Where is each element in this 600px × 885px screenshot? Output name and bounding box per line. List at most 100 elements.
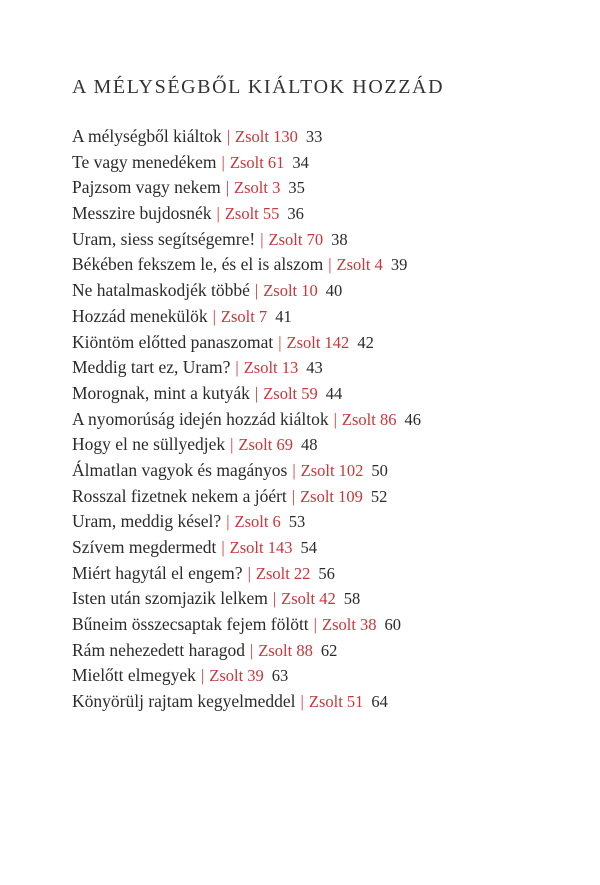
toc-entry[interactable]: Mielőtt elmegyek | Zsolt 39 63: [72, 663, 421, 687]
entry-title: Morognak, mint a kutyák: [72, 382, 250, 403]
separator: |: [230, 435, 234, 455]
toc-entry[interactable]: Hogy el ne süllyedjek | Zsolt 69 48: [72, 432, 421, 456]
page-number: 46: [404, 409, 421, 429]
entry-title: Te vagy menedékem: [72, 151, 217, 172]
table-of-contents: A mélységből kiáltok | Zsolt 130 33 Te vagy …: [72, 124, 421, 715]
toc-entry[interactable]: Békében fekszem le, és el is alszom | Zsol…: [72, 252, 421, 276]
psalm-reference: Zsolt 55: [224, 204, 280, 224]
toc-entry[interactable]: Könyörülj rajtam kegyelmeddel | Zsolt 51 64: [72, 689, 421, 713]
psalm-reference: Zsolt 130: [235, 127, 298, 146]
psalm-reference: Zsolt 13: [243, 358, 299, 378]
toc-entry[interactable]: Rosszal fizetnek nekem a jóért | Zsolt 109…: [72, 484, 421, 508]
psalm-reference: Zsolt 7: [220, 306, 268, 326]
entry-title: Isten után szomjazik lelkem: [72, 588, 268, 609]
psalm-reference: Zsolt 51: [308, 692, 364, 712]
separator: |: [278, 332, 282, 352]
psalm-reference: Zsolt 86: [341, 409, 397, 429]
toc-entry[interactable]: Ne hatalmaskodjék többé | Zsolt 10 40: [72, 278, 421, 302]
entry-title: Könyörülj rajtam kegyelmeddel: [72, 691, 296, 712]
page-number: 50: [371, 460, 388, 480]
toc-entry[interactable]: Kiöntöm előtted panaszomat | Zsolt 142 42: [72, 330, 421, 354]
entry-title: Messzire bujdosnék: [72, 203, 212, 224]
separator: |: [254, 281, 259, 301]
page-number: 58: [343, 589, 361, 609]
page-number: 48: [300, 435, 318, 455]
separator: |: [235, 358, 239, 378]
toc-entry[interactable]: Miért hagytál el engem? | Zsolt 22 56: [72, 561, 421, 585]
psalm-reference: Zsolt 22: [255, 563, 311, 583]
separator: |: [260, 229, 264, 249]
page-number: 64: [371, 692, 388, 712]
psalm-reference: Zsolt 88: [258, 640, 313, 660]
toc-entry[interactable]: Te vagy menedékem | Zsolt 61 34: [72, 150, 421, 174]
entry-title: Szívem megdermedt: [72, 537, 217, 557]
entry-title: Bűneim összecsaptak fejem fölött: [72, 614, 309, 635]
page-number: 54: [300, 538, 317, 557]
separator: |: [226, 127, 231, 146]
page-number: 41: [275, 306, 292, 326]
separator: |: [292, 460, 296, 480]
separator: |: [272, 589, 277, 609]
toc-entry[interactable]: Meddig tart ez, Uram? | Zsolt 13 43: [72, 355, 421, 379]
page-number: 44: [325, 383, 343, 403]
entry-title: Mielőtt elmegyek: [72, 665, 196, 686]
section-title: A MÉLYSÉGBŐL KIÁLTOK HOZZÁD: [72, 76, 445, 98]
psalm-reference: Zsolt 142: [286, 332, 350, 352]
entry-title: Meddig tart ez, Uram?: [72, 357, 231, 378]
separator: |: [216, 204, 220, 224]
entry-title: Ne hatalmaskodjék többé: [72, 280, 250, 301]
separator: |: [249, 640, 254, 660]
toc-entry[interactable]: Szívem megdermedt | Zsolt 143 54: [72, 535, 421, 559]
page-number: 53: [288, 512, 306, 532]
page-number: 35: [288, 178, 305, 198]
toc-entry[interactable]: A mélységből kiáltok | Zsolt 130 33: [72, 124, 421, 148]
psalm-reference: Zsolt 10: [263, 281, 318, 301]
psalm-reference: Zsolt 69: [238, 435, 293, 455]
psalm-reference: Zsolt 61: [229, 152, 285, 172]
page-number: 38: [331, 229, 348, 249]
separator: |: [212, 306, 216, 326]
page-number: 34: [292, 152, 309, 172]
psalm-reference: Zsolt 3: [234, 178, 281, 198]
page-number: 60: [384, 615, 402, 635]
separator: |: [313, 615, 317, 635]
toc-entry[interactable]: A nyomorúság idején hozzád kiáltok | Zsolt…: [72, 407, 421, 431]
entry-title: Hozzád menekülök: [72, 305, 208, 326]
entry-title: Kiöntöm előtted panaszomat: [72, 331, 274, 352]
entry-title: Uram, siess segítségemre!: [72, 228, 256, 249]
psalm-reference: Zsolt 42: [281, 589, 336, 609]
psalm-reference: Zsolt 109: [300, 486, 363, 506]
entry-title: Rám nehezedett haragod: [72, 639, 245, 660]
psalm-reference: Zsolt 6: [234, 512, 281, 532]
entry-title: Rosszal fizetnek nekem a jóért: [72, 485, 287, 506]
toc-entry[interactable]: Hozzád menekülök | Zsolt 7 41: [72, 304, 421, 328]
separator: |: [247, 563, 251, 583]
toc-entry[interactable]: Messzire bujdosnék | Zsolt 55 36: [72, 201, 421, 225]
psalm-reference: Zsolt 59: [263, 383, 318, 403]
page-number: 43: [306, 358, 323, 378]
entry-title: A mélységből kiáltok: [72, 126, 222, 146]
page-number: 56: [318, 563, 335, 583]
separator: |: [328, 255, 332, 275]
page-number: 39: [390, 255, 408, 275]
psalm-reference: Zsolt 70: [268, 229, 324, 249]
separator: |: [226, 512, 230, 532]
page-number: 62: [320, 640, 338, 660]
page-number: 40: [325, 281, 343, 301]
toc-entry[interactable]: Morognak, mint a kutyák | Zsolt 59 44: [72, 381, 421, 405]
psalm-reference: Zsolt 143: [229, 538, 293, 557]
page-number: 63: [271, 666, 289, 686]
toc-entry[interactable]: Bűneim összecsaptak fejem fölött | Zsolt 3…: [72, 612, 421, 636]
toc-entry[interactable]: Rám nehezedett haragod | Zsolt 88 62: [72, 638, 421, 662]
toc-entry[interactable]: Pajzsom vagy nekem | Zsolt 3 35: [72, 175, 421, 199]
toc-entry[interactable]: Uram, siess segítségemre! | Zsolt 70 38: [72, 227, 421, 251]
entry-title: Pajzsom vagy nekem: [72, 177, 221, 198]
entry-title: Uram, meddig késel?: [72, 511, 222, 532]
entry-title: Álmatlan vagyok és magányos: [72, 459, 288, 480]
toc-entry[interactable]: Isten után szomjazik lelkem | Zsolt 42 58: [72, 586, 421, 610]
entry-title: Hogy el ne süllyedjek: [72, 434, 226, 455]
toc-entry[interactable]: Uram, meddig késel? | Zsolt 6 53: [72, 509, 421, 533]
psalm-reference: Zsolt 38: [321, 615, 377, 635]
toc-entry[interactable]: Álmatlan vagyok és magányos | Zsolt 102 50: [72, 458, 421, 482]
entry-title: Békében fekszem le, és el is alszom: [72, 254, 324, 275]
